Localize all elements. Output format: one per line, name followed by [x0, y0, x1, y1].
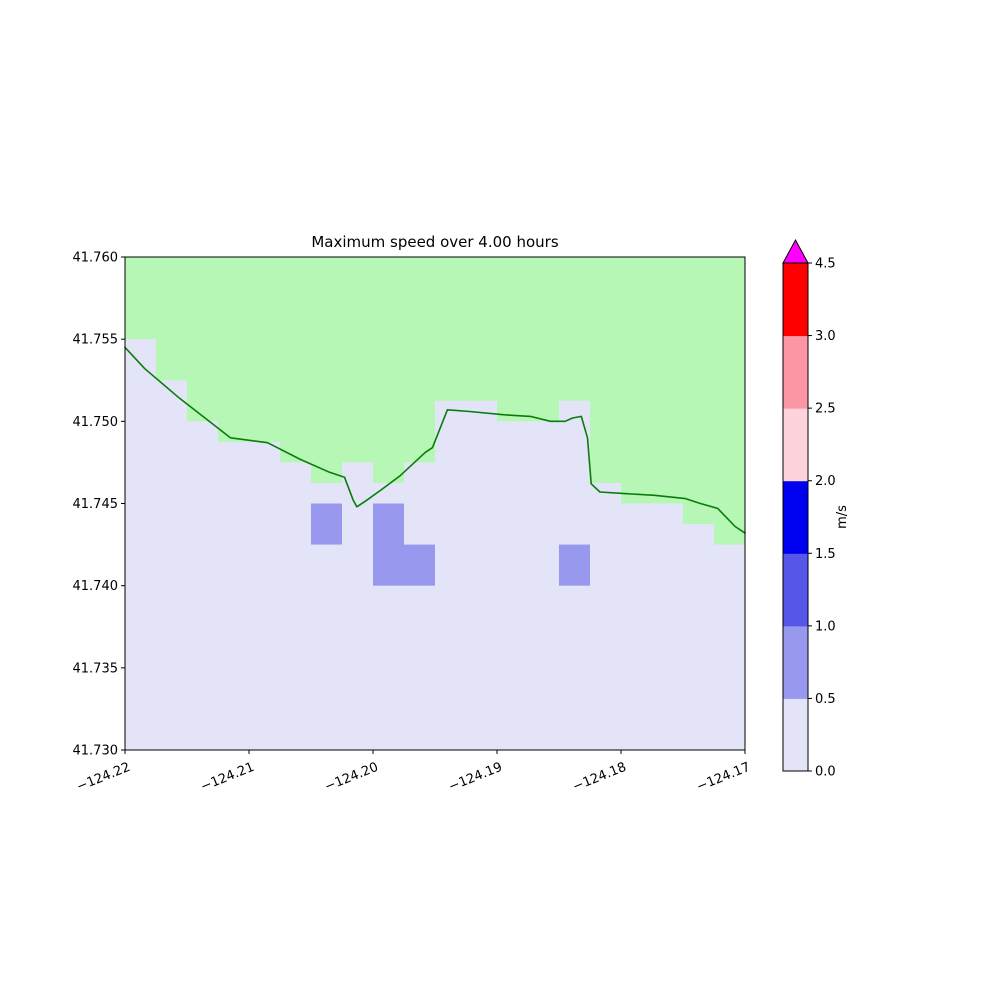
- colorbar-tick-label: 2.0: [815, 474, 836, 489]
- colorbar-tick-label: 4.5: [815, 257, 836, 272]
- x-tick-label: −124.19: [447, 760, 505, 795]
- colorbar-segment: [783, 263, 808, 337]
- colorbar-tick-label: 1.5: [815, 547, 836, 562]
- y-tick-label: 41.760: [73, 251, 119, 266]
- colorbar-over-arrow: [782, 238, 809, 264]
- y-tick-label: 41.745: [73, 497, 119, 512]
- y-tick-label: 41.750: [73, 415, 119, 430]
- y-tick-label: 41.740: [73, 579, 119, 594]
- colorbar-tick-label: 0.5: [815, 692, 836, 707]
- x-tick-label: −124.17: [695, 760, 753, 795]
- colorbar-tick-label: 1.0: [815, 619, 836, 634]
- y-tick-label: 41.730: [73, 744, 119, 759]
- speed-cell: [311, 503, 342, 545]
- coastline-path: [124, 346, 746, 534]
- colorbar-segment: [783, 553, 808, 627]
- x-tick-label: −124.22: [75, 760, 133, 795]
- colorbar-tick-label: 3.0: [815, 329, 836, 344]
- x-tick-label: −124.20: [323, 760, 381, 795]
- colorbar-segment: [783, 698, 808, 772]
- colorbar-tick-label: 2.5: [815, 402, 836, 417]
- speed-cell: [404, 544, 435, 586]
- colorbar-segment: [783, 480, 808, 554]
- colorbar-tick-label: 0.0: [815, 765, 836, 780]
- colorbar-outline: [782, 262, 809, 772]
- speed-cell: [373, 503, 404, 586]
- colorbar-segment: [783, 408, 808, 482]
- colorbar: 0.0 0.5 1.0 1.5 2.0 2.5 3.0 4.5: [782, 238, 836, 780]
- x-tick-label: −124.21: [199, 760, 257, 795]
- colorbar-unit-label: m/s: [835, 505, 850, 529]
- colorbar-segment: [783, 335, 808, 409]
- y-tick-label: 41.755: [73, 333, 119, 348]
- x-tick-label: −124.18: [571, 760, 629, 795]
- speed-cell: [559, 544, 590, 586]
- map-plot: [124, 257, 746, 750]
- plot-title: Maximum speed over 4.00 hours: [311, 233, 559, 251]
- y-tick-label: 41.735: [73, 661, 119, 676]
- colorbar-segment: [783, 625, 808, 699]
